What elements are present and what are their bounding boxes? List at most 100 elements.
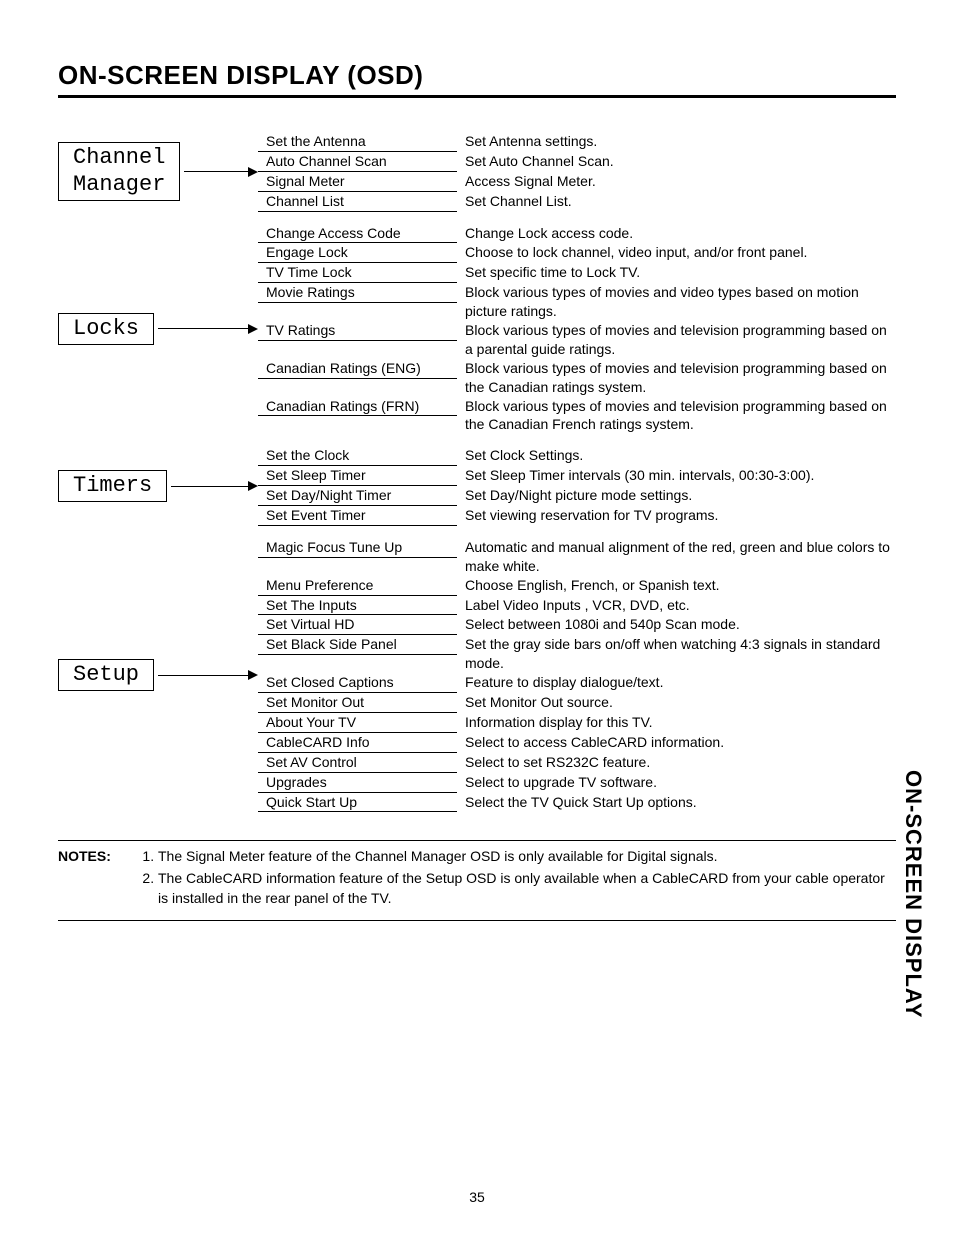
arrow-head-icon <box>248 481 258 491</box>
osd-item: Set Event Timer <box>258 506 457 526</box>
osd-row: Set Monitor OutSet Monitor Out source. <box>258 693 896 713</box>
osd-item: TV Ratings <box>258 321 457 341</box>
osd-description: Label Video Inputs , VCR, DVD, etc. <box>457 596 896 615</box>
osd-item: Set the Antenna <box>258 132 457 152</box>
osd-description: Set Auto Channel Scan. <box>457 152 896 171</box>
osd-section: Channel Manager Set the AntennaSet Antenn… <box>58 132 896 212</box>
osd-item: CableCARD Info <box>258 733 457 753</box>
osd-section: Locks Change Access CodeChange Lock acces… <box>58 224 896 435</box>
arrow <box>154 670 258 680</box>
page-title: ON-SCREEN DISPLAY (OSD) <box>58 60 896 98</box>
osd-row: Set Day/Night TimerSet Day/Night picture… <box>258 486 896 506</box>
osd-row: TV Time LockSet specific time to Lock TV… <box>258 263 896 283</box>
note-item: The CableCARD information feature of the… <box>158 869 896 908</box>
osd-item: Set Black Side Panel <box>258 635 457 655</box>
osd-description: Access Signal Meter. <box>457 172 896 191</box>
category-wrap: Locks <box>58 313 258 345</box>
rows-group: Set the AntennaSet Antenna settings.Auto… <box>258 132 896 212</box>
osd-description: Block various types of movies and televi… <box>457 321 896 359</box>
osd-description: Block various types of movies and televi… <box>457 359 896 397</box>
osd-row: Set Virtual HDSelect between 1080i and 5… <box>258 615 896 635</box>
osd-item: Quick Start Up <box>258 793 457 813</box>
category-box: Timers <box>58 470 167 502</box>
arrow-line <box>184 171 248 172</box>
osd-section: TimersSet the ClockSet Clock Settings.Se… <box>58 446 896 526</box>
osd-row: Canadian Ratings (ENG)Block various type… <box>258 359 896 397</box>
osd-item: Menu Preference <box>258 576 457 596</box>
rows-group: Magic Focus Tune UpAutomatic and manual … <box>258 538 896 812</box>
osd-item: Set The Inputs <box>258 596 457 616</box>
osd-row: About Your TVInformation display for thi… <box>258 713 896 733</box>
osd-item: Set Monitor Out <box>258 693 457 713</box>
osd-description: Select to access CableCARD information. <box>457 733 896 752</box>
osd-description: Set Monitor Out source. <box>457 693 896 712</box>
osd-description: Select between 1080i and 540p Scan mode. <box>457 615 896 634</box>
osd-row: TV RatingsBlock various types of movies … <box>258 321 896 359</box>
category-box: Setup <box>58 659 154 691</box>
page-root: ON-SCREEN DISPLAY (OSD) Channel Manager S… <box>0 0 954 1235</box>
osd-description: Set the gray side bars on/off when watch… <box>457 635 896 673</box>
osd-row: Set Event TimerSet viewing reservation f… <box>258 506 896 526</box>
osd-diagram: Channel Manager Set the AntennaSet Antenn… <box>58 132 896 812</box>
osd-row: Set Closed CaptionsFeature to display di… <box>258 673 896 693</box>
osd-row: Signal MeterAccess Signal Meter. <box>258 172 896 192</box>
arrow <box>167 481 258 491</box>
osd-item: Upgrades <box>258 773 457 793</box>
osd-description: Choose English, French, or Spanish text. <box>457 576 896 595</box>
category-box: Locks <box>58 313 154 345</box>
osd-description: Block various types of movies and video … <box>457 283 896 321</box>
osd-description: Change Lock access code. <box>457 224 896 243</box>
osd-section: Setup Magic Focus Tune UpAutomatic and ma… <box>58 538 896 812</box>
notes-list: The Signal Meter feature of the Channel … <box>136 847 896 910</box>
osd-description: Choose to lock channel, video input, and… <box>457 243 896 262</box>
osd-item: Magic Focus Tune Up <box>258 538 457 558</box>
osd-description: Select to set RS232C feature. <box>457 753 896 772</box>
osd-row: Menu PreferenceChoose English, French, o… <box>258 576 896 596</box>
osd-row: Change Access CodeChange Lock access cod… <box>258 224 896 244</box>
osd-description: Automatic and manual alignment of the re… <box>457 538 896 576</box>
osd-description: Set Antenna settings. <box>457 132 896 151</box>
osd-row: Quick Start UpSelect the TV Quick Start … <box>258 793 896 813</box>
osd-row: CableCARD InfoSelect to access CableCARD… <box>258 733 896 753</box>
osd-description: Set Clock Settings. <box>457 446 896 465</box>
osd-item: Movie Ratings <box>258 283 457 303</box>
osd-item: Auto Channel Scan <box>258 152 457 172</box>
osd-description: Set viewing reservation for TV programs. <box>457 506 896 525</box>
osd-item: Channel List <box>258 192 457 212</box>
note-item: The Signal Meter feature of the Channel … <box>158 847 896 867</box>
osd-row: Engage LockChoose to lock channel, video… <box>258 243 896 263</box>
arrow <box>154 324 258 334</box>
osd-row: Canadian Ratings (FRN)Block various type… <box>258 397 896 435</box>
osd-item: Canadian Ratings (ENG) <box>258 359 457 379</box>
osd-item: Engage Lock <box>258 243 457 263</box>
osd-description: Set Sleep Timer intervals (30 min. inter… <box>457 466 896 485</box>
osd-description: Set Channel List. <box>457 192 896 211</box>
osd-description: Set specific time to Lock TV. <box>457 263 896 282</box>
notes-label: NOTES: <box>58 847 136 910</box>
osd-item: About Your TV <box>258 713 457 733</box>
rows-group: Set the ClockSet Clock Settings.Set Slee… <box>258 446 896 526</box>
osd-item: Set the Clock <box>258 446 457 466</box>
side-tab: ON-SCREEN DISPLAY <box>900 770 926 1018</box>
osd-item: TV Time Lock <box>258 263 457 283</box>
osd-row: Channel ListSet Channel List. <box>258 192 896 212</box>
osd-description: Feature to display dialogue/text. <box>457 673 896 692</box>
osd-row: Set Sleep TimerSet Sleep Timer intervals… <box>258 466 896 486</box>
page-number: 35 <box>0 1189 954 1205</box>
notes-box: NOTES: The Signal Meter feature of the C… <box>58 840 896 921</box>
arrow-head-icon <box>248 670 258 680</box>
osd-item: Set Sleep Timer <box>258 466 457 486</box>
osd-item: Change Access Code <box>258 224 457 244</box>
osd-row: Set the ClockSet Clock Settings. <box>258 446 896 466</box>
osd-item: Set Closed Captions <box>258 673 457 693</box>
osd-description: Set Day/Night picture mode settings. <box>457 486 896 505</box>
arrow-head-icon <box>248 324 258 334</box>
arrow-line <box>171 486 248 487</box>
category-box: Channel Manager <box>58 142 180 201</box>
osd-row: UpgradesSelect to upgrade TV software. <box>258 773 896 793</box>
osd-description: Block various types of movies and televi… <box>457 397 896 435</box>
osd-item: Set AV Control <box>258 753 457 773</box>
osd-description: Select the TV Quick Start Up options. <box>457 793 896 812</box>
osd-description: Select to upgrade TV software. <box>457 773 896 792</box>
osd-item: Set Day/Night Timer <box>258 486 457 506</box>
